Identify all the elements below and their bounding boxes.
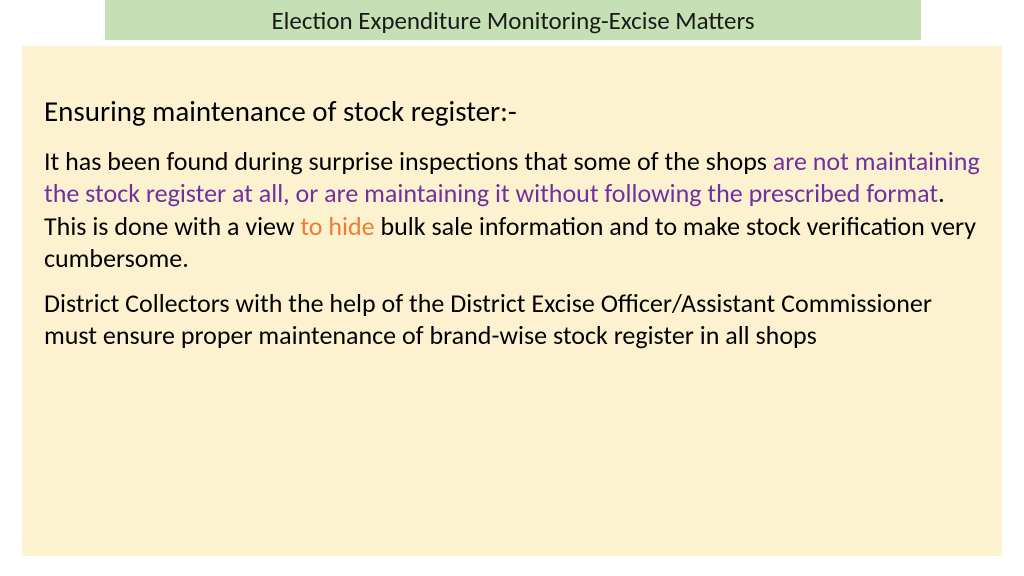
paragraph-1: It has been found during surprise inspec… (44, 145, 980, 275)
p1-seg4-highlight: to hide (300, 210, 374, 242)
title-bar: Election Expenditure Monitoring-Excise M… (105, 0, 921, 40)
paragraph-2: District Collectors with the help of the… (44, 287, 980, 352)
content-heading: Ensuring maintenance of stock register:- (44, 94, 980, 129)
p1-seg1: It has been found during surprise inspec… (44, 145, 773, 177)
slide-title: Election Expenditure Monitoring-Excise M… (271, 5, 754, 36)
slide: Election Expenditure Monitoring-Excise M… (0, 0, 1024, 576)
content-box: Ensuring maintenance of stock register:-… (22, 46, 1002, 556)
